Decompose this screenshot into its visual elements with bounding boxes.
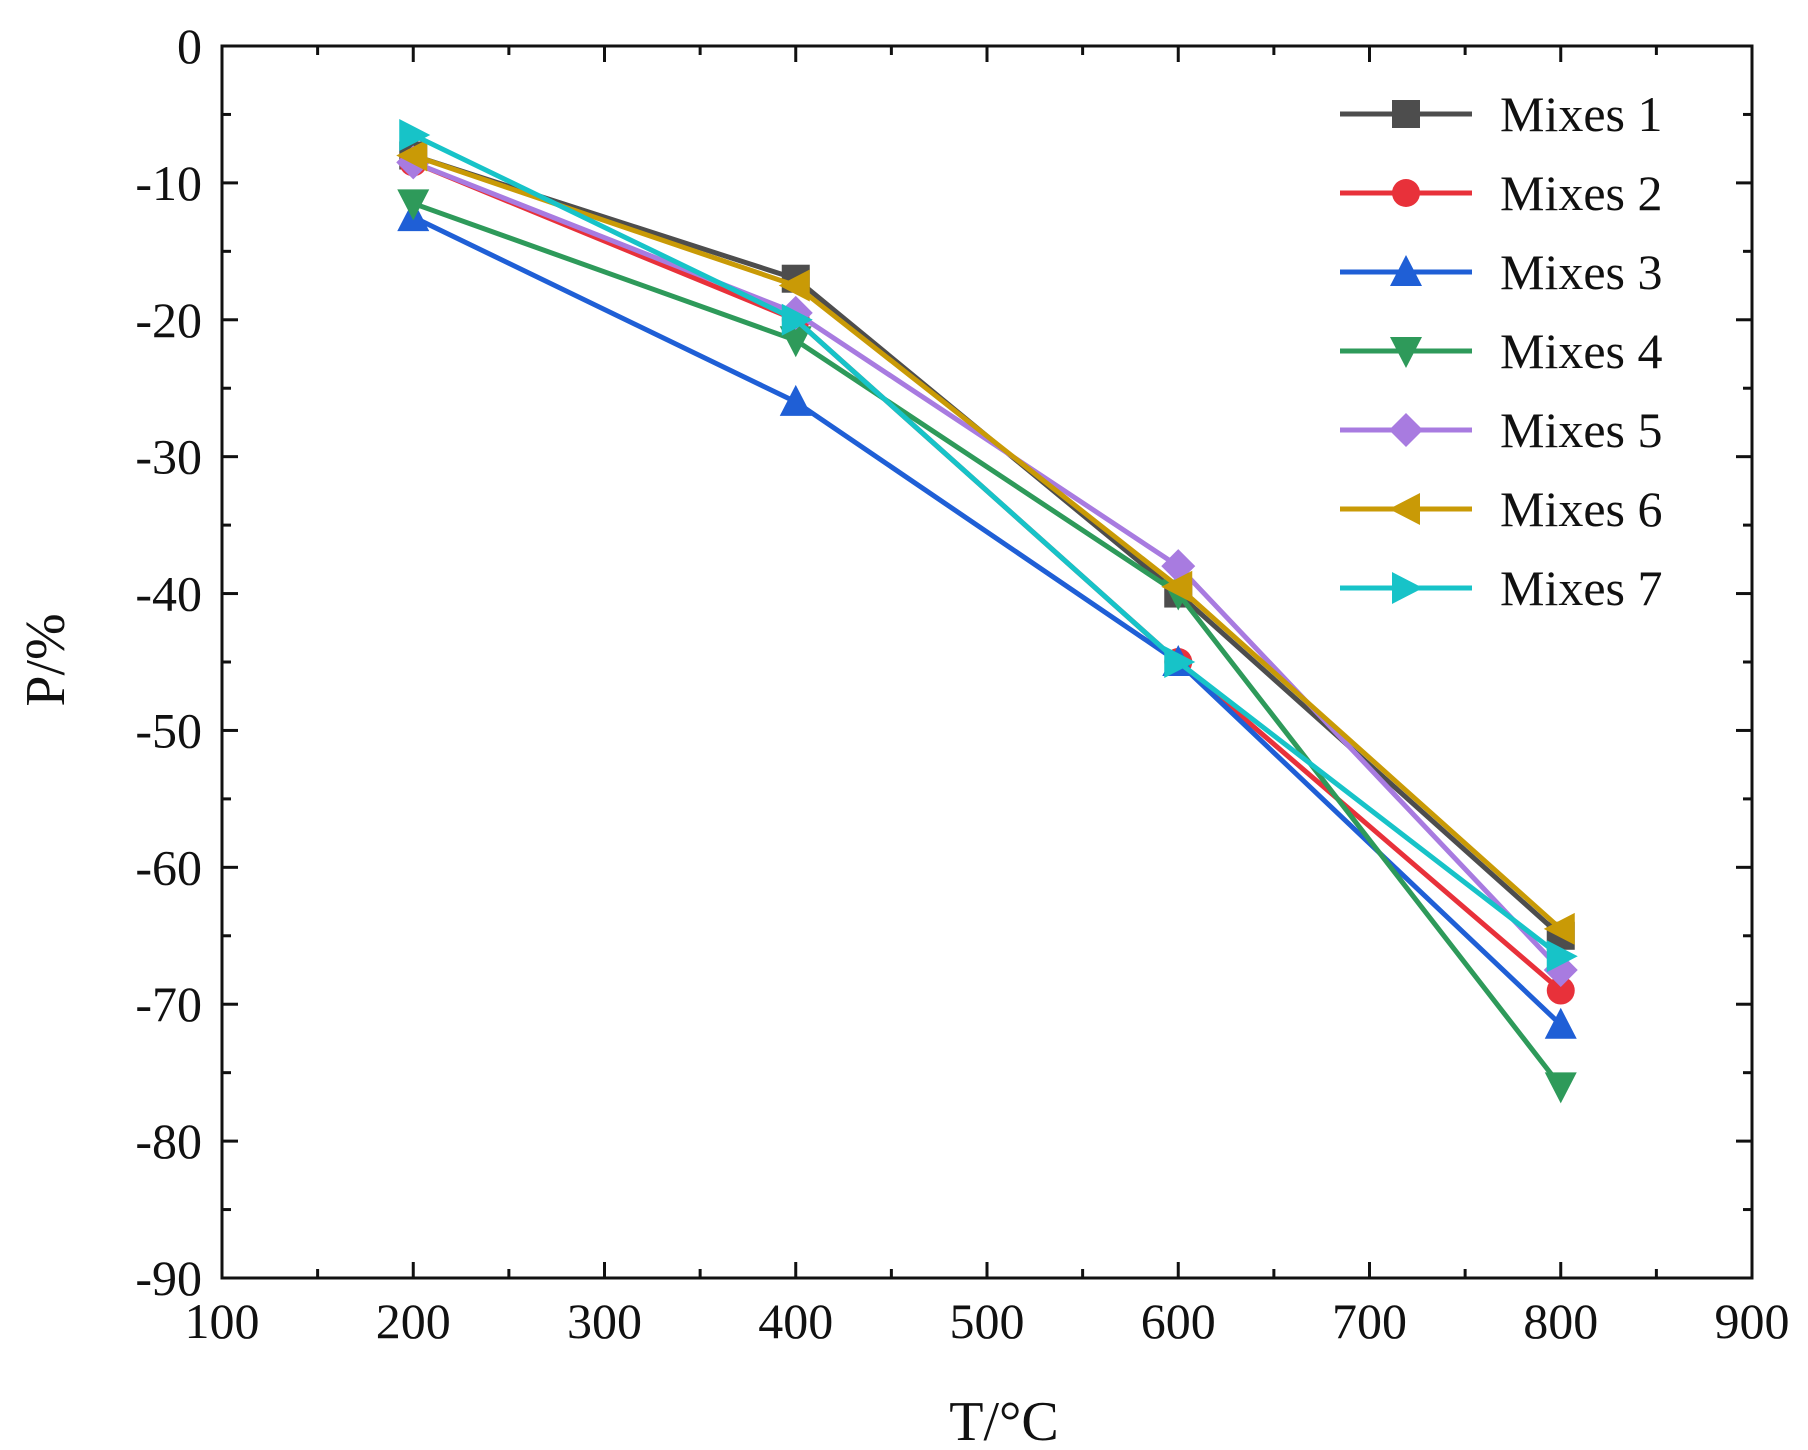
y-tick-label: -50 bbox=[135, 702, 202, 758]
x-tick-label: 400 bbox=[758, 1293, 833, 1349]
x-tick-label: 500 bbox=[950, 1293, 1025, 1349]
legend-marker bbox=[1392, 572, 1423, 604]
axes: 100 200 300 400 500 600 700 800 900 0 -10 -20 -30 -40… bbox=[135, 18, 1789, 1349]
series-4 bbox=[397, 189, 1577, 1104]
legend-marker bbox=[1389, 413, 1423, 447]
y-tick-label: -80 bbox=[135, 1113, 202, 1169]
x-tick-label: 800 bbox=[1523, 1293, 1598, 1349]
x-tick-label: 100 bbox=[185, 1293, 260, 1349]
legend-item: Mixes 7 bbox=[1340, 560, 1663, 616]
y-tick-label: 0 bbox=[177, 18, 202, 74]
x-tick-label: 900 bbox=[1715, 1293, 1790, 1349]
y-tick-label: -10 bbox=[135, 155, 202, 211]
data-point bbox=[779, 326, 812, 358]
legend-item: Mixes 4 bbox=[1340, 323, 1663, 379]
y-tick-label: -90 bbox=[135, 1250, 202, 1306]
y-tick-label: -20 bbox=[135, 292, 202, 348]
series-line bbox=[412, 201, 1563, 1088]
series-line bbox=[412, 132, 1563, 959]
legend-marker bbox=[1389, 493, 1420, 525]
data-point bbox=[1544, 1007, 1577, 1039]
series-line bbox=[412, 214, 1563, 1027]
data-point bbox=[1543, 912, 1575, 945]
y-tick-label: -30 bbox=[135, 429, 202, 485]
legend-marker bbox=[1392, 100, 1420, 128]
data-point bbox=[1544, 1072, 1577, 1104]
y-axis-title: P/% bbox=[15, 613, 77, 706]
legend-item: Mixes 5 bbox=[1340, 402, 1663, 458]
data-point bbox=[778, 269, 810, 302]
data-point bbox=[781, 303, 813, 336]
data-point bbox=[397, 189, 430, 221]
series-line bbox=[412, 160, 1563, 972]
legend-item: Mixes 2 bbox=[1340, 165, 1663, 221]
x-axis-title: T/°C bbox=[949, 1391, 1059, 1450]
y-tick-label: -60 bbox=[135, 839, 202, 895]
series-line bbox=[412, 153, 1563, 931]
legend: Mixes 1 Mixes 2 Mixes 3 Mixes 4 Mixes 5 Mixes… bbox=[1340, 86, 1663, 616]
series-layer bbox=[396, 118, 1578, 1104]
data-point bbox=[399, 118, 431, 151]
legend-marker bbox=[1390, 255, 1422, 286]
legend-item: Mixes 6 bbox=[1340, 481, 1663, 537]
series-3 bbox=[397, 200, 1577, 1039]
y-tick-label: -70 bbox=[135, 976, 202, 1032]
data-point bbox=[1161, 570, 1193, 603]
data-point bbox=[1546, 976, 1575, 1005]
legend-label: Mixes 6 bbox=[1500, 481, 1663, 537]
legend-label: Mixes 1 bbox=[1500, 86, 1663, 142]
data-point bbox=[779, 384, 812, 416]
series-7 bbox=[399, 118, 1578, 973]
x-tick-label: 600 bbox=[1141, 1293, 1216, 1349]
data-point bbox=[396, 139, 428, 172]
data-point bbox=[1546, 940, 1578, 973]
legend-label: Mixes 4 bbox=[1500, 323, 1663, 379]
legend-label: Mixes 7 bbox=[1500, 560, 1663, 616]
x-tick-label: 200 bbox=[376, 1293, 451, 1349]
x-tick-label: 700 bbox=[1332, 1293, 1407, 1349]
plot-frame bbox=[220, 44, 1754, 1280]
data-point bbox=[1164, 646, 1196, 678]
legend-item: Mixes 1 bbox=[1340, 86, 1663, 142]
legend-label: Mixes 3 bbox=[1500, 244, 1663, 300]
legend-marker bbox=[1390, 337, 1422, 368]
series-6 bbox=[396, 139, 1575, 945]
legend-label: Mixes 5 bbox=[1500, 402, 1663, 458]
legend-label: Mixes 2 bbox=[1500, 165, 1663, 221]
legend-item: Mixes 3 bbox=[1340, 244, 1663, 300]
y-tick-label: -40 bbox=[135, 566, 202, 622]
legend-marker bbox=[1392, 179, 1420, 207]
x-tick-label: 300 bbox=[567, 1293, 642, 1349]
